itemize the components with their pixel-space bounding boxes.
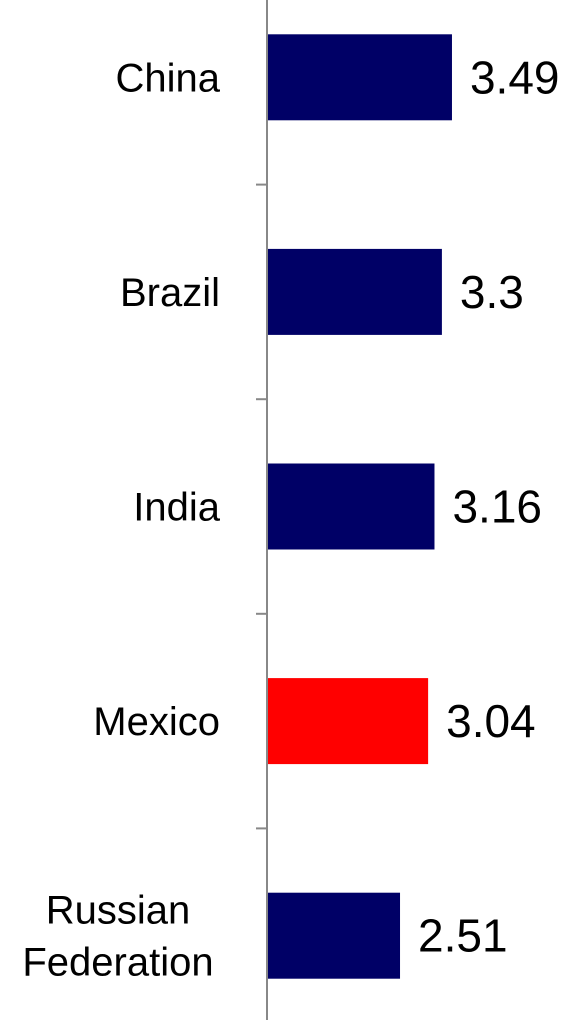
axis-ticks — [256, 183, 267, 830]
bar-brazil — [267, 248, 442, 335]
value-labels: 3.49 3.3 3.16 3.04 2.51 — [418, 51, 559, 961]
value-label-india: 3.16 — [452, 481, 542, 533]
category-label-china: China — [115, 56, 220, 100]
bar-india — [267, 463, 435, 550]
category-labels: China Brazil India Mexico Russian Federation — [22, 56, 220, 984]
bar-china — [267, 34, 452, 121]
bar-mexico — [267, 678, 429, 765]
bars — [267, 34, 452, 979]
value-label-brazil: 3.3 — [460, 266, 524, 318]
category-label-india: India — [133, 486, 220, 530]
category-label-brazil: Brazil — [120, 271, 220, 315]
value-label-china: 3.49 — [470, 51, 560, 103]
value-label-russian-federation: 2.51 — [418, 910, 508, 962]
bar-russian-federation — [267, 892, 401, 979]
category-label-mexico: Mexico — [93, 700, 220, 744]
category-label-russian-federation: Russian Federation — [22, 889, 213, 985]
value-label-mexico: 3.04 — [446, 695, 536, 747]
